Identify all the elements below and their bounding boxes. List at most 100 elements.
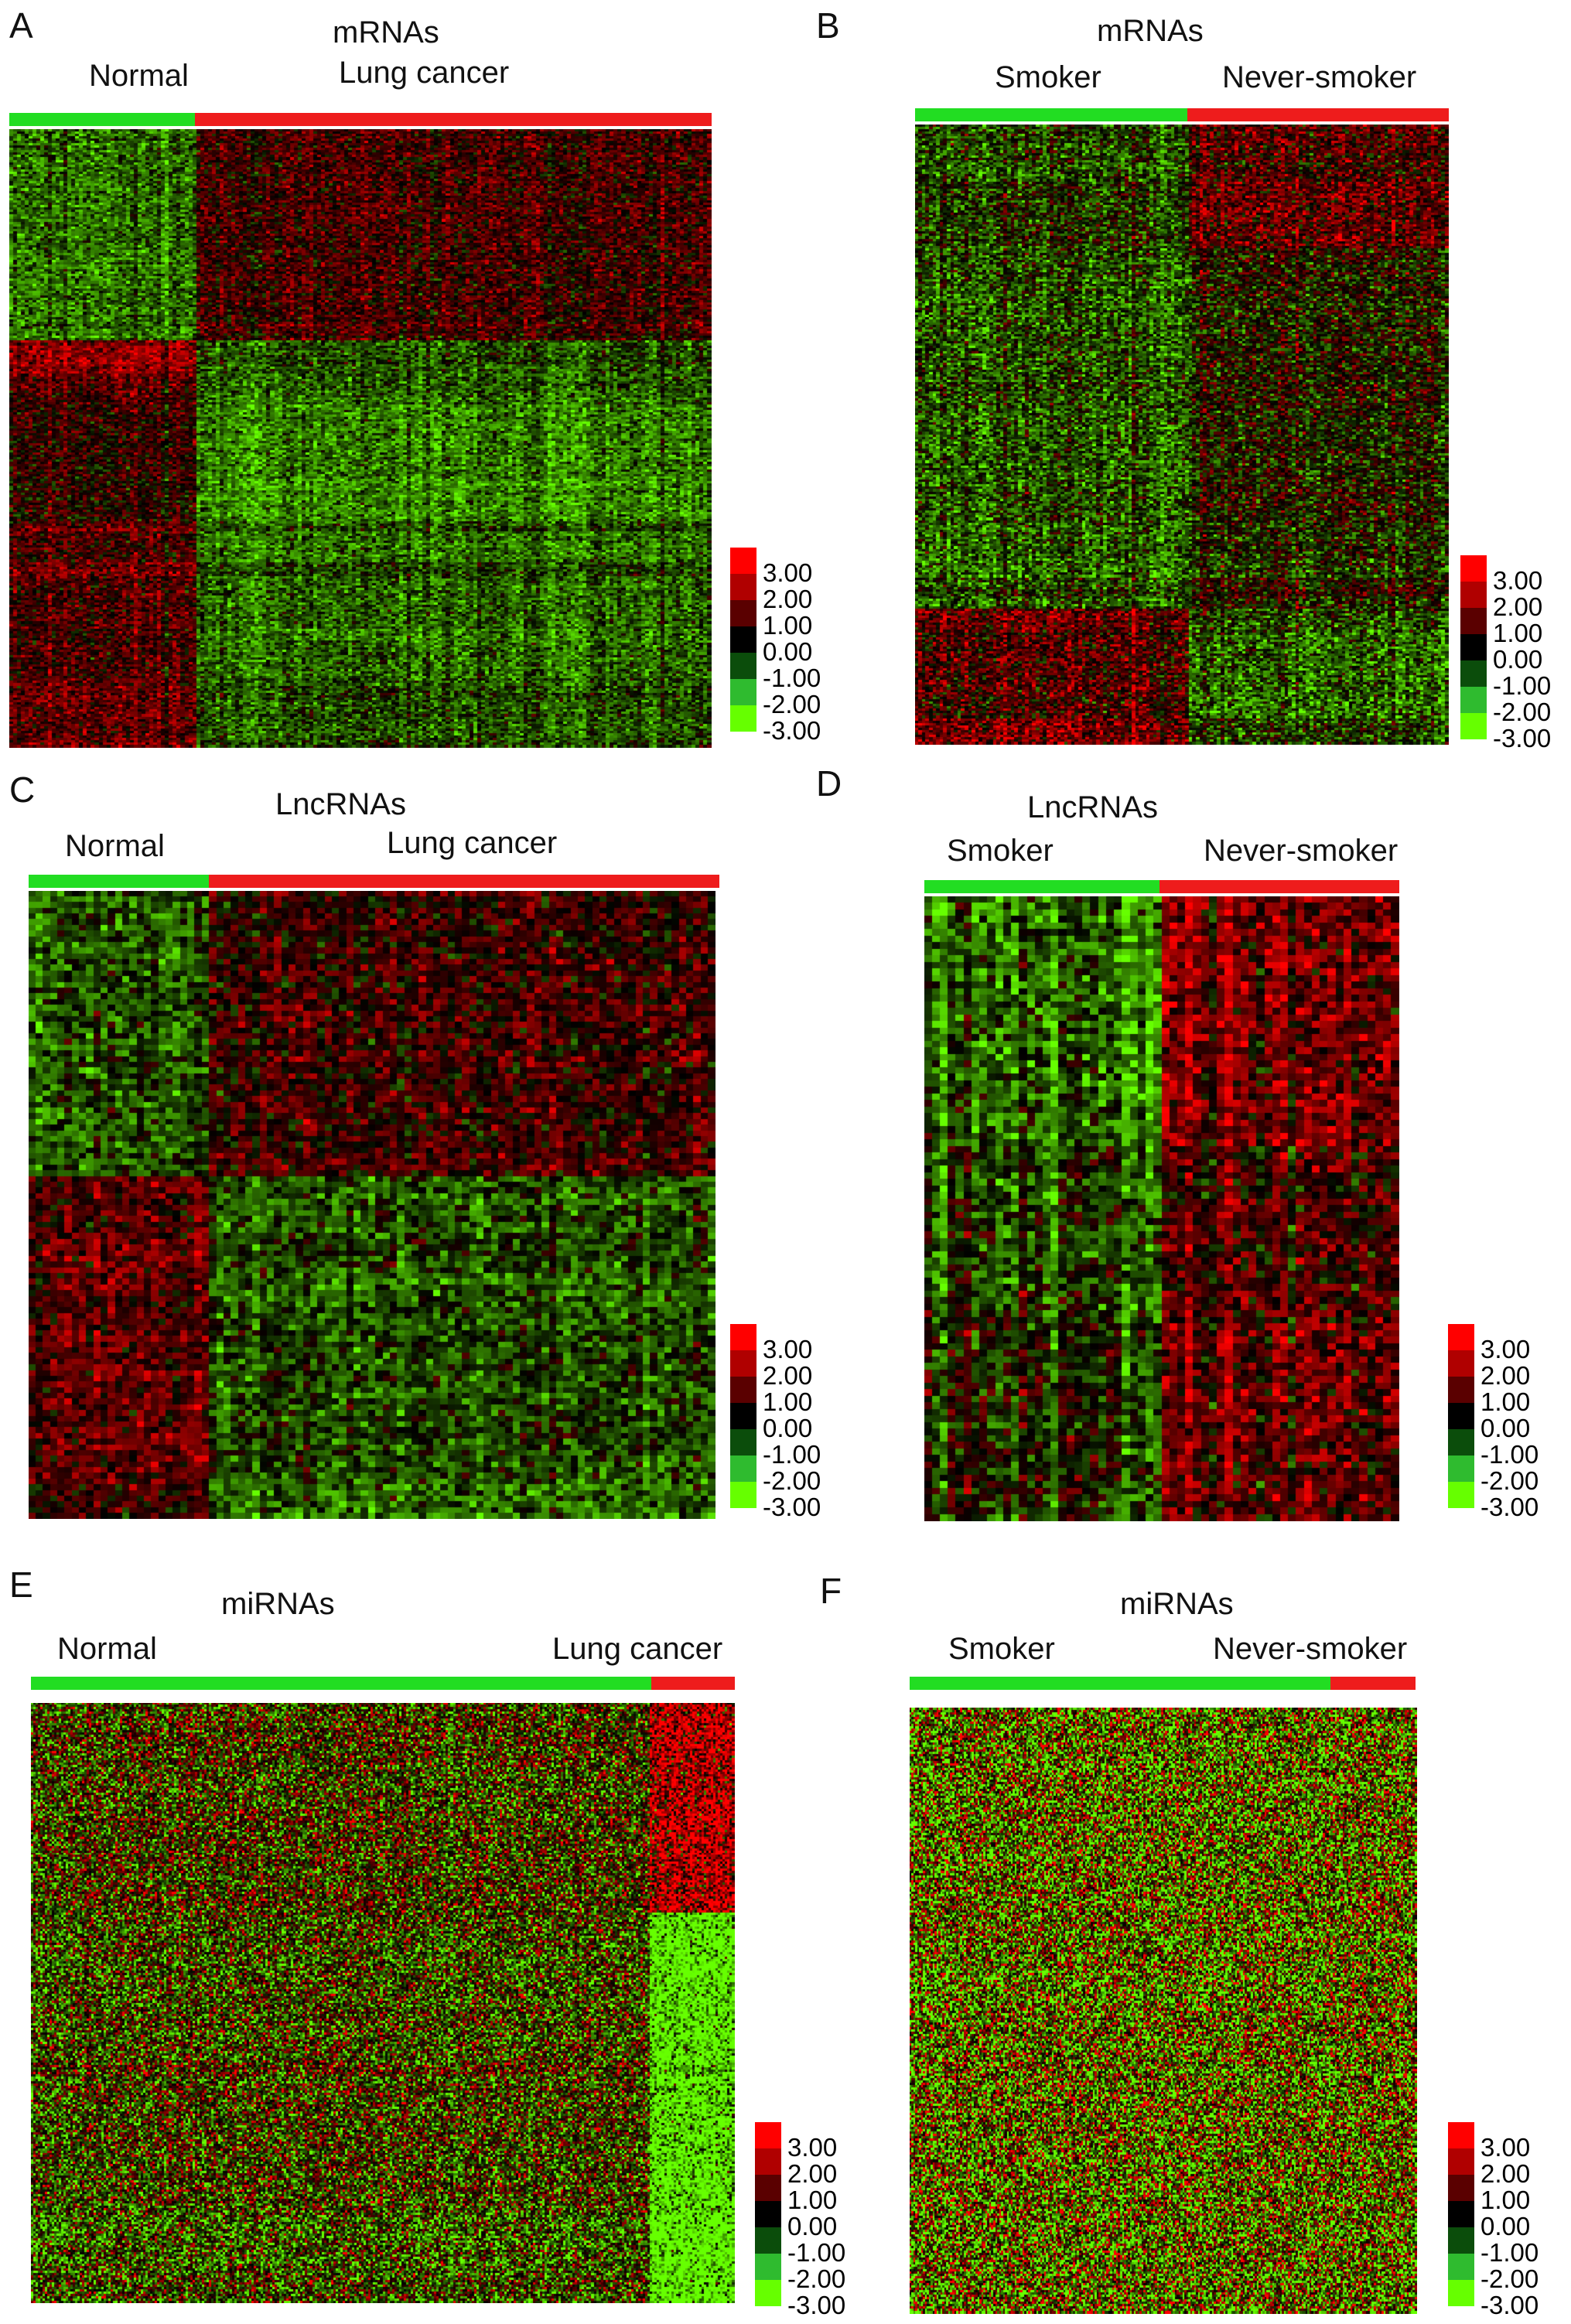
panel-c-colorbar-swatch (730, 1377, 756, 1403)
panel-a-colorbar-tick: 1.00 (763, 611, 813, 640)
panel-e-group-bar-normal (31, 1677, 651, 1690)
panel-f-colorbar-swatch (1448, 2201, 1474, 2227)
panel-c-colorbar-tick: -3.00 (763, 1493, 821, 1521)
panel-f-colorbar-tick: -1.00 (1480, 2238, 1539, 2267)
panel-e-colorbar-tick: 2.00 (787, 2159, 838, 2188)
panel-letter-b: B (816, 5, 840, 46)
panel-c-group-bar-cancer (209, 875, 719, 888)
panel-a-colorbar-tick: 0.00 (763, 637, 813, 666)
panel-d-colorbar-tick: 2.00 (1480, 1361, 1531, 1390)
panel-e-colorbar-tick: 3.00 (787, 2133, 838, 2162)
panel-e-colorbar-tick: -1.00 (787, 2238, 846, 2267)
panel-f-colorbar-swatch (1448, 2227, 1474, 2254)
panel-a-title: mRNAs (333, 15, 439, 49)
panel-d-colorbar-tick: -2.00 (1480, 1466, 1539, 1495)
panel-b-colorbar-swatch (1460, 555, 1487, 582)
panel-letter-d: D (816, 763, 842, 804)
panel-a-colorbar-swatch (730, 626, 756, 653)
panel-c-colorbar-swatch (730, 1403, 756, 1429)
panel-d-title: LncRNAs (1027, 790, 1158, 824)
panel-b-colorbar-swatch (1460, 582, 1487, 608)
panel-e-colorbar-swatch (755, 2254, 781, 2280)
panel-a-colorbar-tick: -1.00 (763, 664, 821, 692)
panel-f-colorbar-tick: 3.00 (1480, 2133, 1531, 2162)
panel-b-group-bar-smoker (915, 108, 1187, 121)
panel-c-colorbar-swatch (730, 1482, 756, 1508)
panel-b-colorbar-swatch (1460, 608, 1487, 634)
panel-f-colorbar-swatch (1448, 2122, 1474, 2148)
panel-c-group-bar-normal (29, 875, 209, 888)
panel-a-group-bar-normal (9, 113, 195, 126)
panel-a-colorbar-tick: 2.00 (763, 585, 813, 613)
panel-f-group-bar-smoker (910, 1677, 1330, 1690)
panel-c-colorbar-tick: 0.00 (763, 1414, 813, 1442)
panel-letter-a: A (9, 5, 33, 46)
panel-e-colorbar-swatch (755, 2280, 781, 2306)
panel-f-colorbar-swatch (1448, 2280, 1474, 2306)
panel-a-group-bar-cancer (195, 113, 712, 126)
panel-b-colorbar-swatch (1460, 634, 1487, 660)
panel-f-colorbar-swatch (1448, 2254, 1474, 2280)
panel-b-colorbar-tick: 1.00 (1493, 619, 1543, 647)
panel-d-colorbar-swatch (1448, 1482, 1474, 1508)
panel-c-title: LncRNAs (275, 787, 406, 821)
panel-d-colorbar-swatch (1448, 1429, 1474, 1455)
panel-c-colorbar-tick: 3.00 (763, 1335, 813, 1363)
panel-d-colorbar-tick: 3.00 (1480, 1335, 1531, 1363)
panel-b-group-never-smoker: Never-smoker (1222, 60, 1417, 94)
panel-a-colorbar-swatch (730, 653, 756, 679)
panel-c-group-normal: Normal (65, 829, 165, 863)
panel-f-colorbar-swatch (1448, 2148, 1474, 2175)
panel-e-colorbar-swatch (755, 2175, 781, 2201)
panel-e-colorbar-swatch (755, 2201, 781, 2227)
panel-f-title: miRNAs (1120, 1587, 1234, 1621)
panel-a-colorbar-swatch (730, 574, 756, 600)
panel-c-heatmap (29, 891, 715, 1519)
panel-a-colorbar-swatch (730, 705, 756, 732)
panel-d-group-bar-smoker (924, 880, 1159, 893)
panel-b-colorbar-tick: -2.00 (1493, 698, 1552, 726)
panel-c-colorbar-tick: -2.00 (763, 1466, 821, 1495)
panel-d-group-bar-never-smoker (1159, 880, 1399, 893)
panel-f-group-bar-never-smoker (1330, 1677, 1416, 1690)
panel-c-colorbar-swatch (730, 1429, 756, 1455)
panel-c-colorbar-tick: 2.00 (763, 1361, 813, 1390)
panel-d-colorbar-swatch (1448, 1377, 1474, 1403)
panel-d-heatmap (924, 896, 1399, 1521)
panel-f-group-smoker: Smoker (948, 1632, 1055, 1666)
panel-e-colorbar-swatch (755, 2122, 781, 2148)
panel-f-group-never-smoker: Never-smoker (1213, 1632, 1408, 1666)
panel-e-colorbar-tick: -2.00 (787, 2264, 846, 2293)
panel-b-colorbar-swatch (1460, 660, 1487, 687)
panel-f-colorbar-swatch (1448, 2175, 1474, 2201)
panel-a-group-normal: Normal (89, 59, 189, 93)
panel-b-title: mRNAs (1097, 14, 1204, 48)
panel-a-heatmap (9, 129, 712, 748)
panel-d-colorbar-swatch (1448, 1455, 1474, 1482)
panel-e-group-bar-cancer (651, 1677, 735, 1690)
panel-d-colorbar-tick: 1.00 (1480, 1387, 1531, 1416)
panel-f-heatmap (910, 1708, 1417, 2314)
panel-e-colorbar-swatch (755, 2227, 781, 2254)
panel-b-colorbar-tick: 2.00 (1493, 592, 1543, 621)
panel-letter-e: E (9, 1565, 33, 1605)
panel-b-colorbar-tick: -1.00 (1493, 671, 1552, 700)
panel-c-colorbar-tick: -1.00 (763, 1440, 821, 1469)
panel-c-colorbar-tick: 1.00 (763, 1387, 813, 1416)
panel-f-colorbar-tick: 2.00 (1480, 2159, 1531, 2188)
panel-d-group-never-smoker: Never-smoker (1204, 834, 1399, 868)
panel-b-group-smoker: Smoker (995, 60, 1101, 94)
panel-f-colorbar-tick: -2.00 (1480, 2264, 1539, 2293)
panel-b-colorbar-swatch (1460, 713, 1487, 739)
panel-c-colorbar-swatch (730, 1324, 756, 1350)
panel-d-colorbar-swatch (1448, 1403, 1474, 1429)
panel-c-colorbar-swatch (730, 1455, 756, 1482)
panel-a-group-cancer: Lung cancer (339, 56, 510, 90)
panel-d-colorbar-swatch (1448, 1350, 1474, 1377)
panel-e-heatmap (31, 1703, 735, 2303)
panel-f-colorbar-tick: 1.00 (1480, 2186, 1531, 2214)
panel-b-colorbar-tick: 3.00 (1493, 566, 1543, 595)
panel-b-colorbar-swatch (1460, 687, 1487, 713)
panel-letter-c: C (9, 770, 36, 810)
panel-a-colorbar-swatch (730, 600, 756, 626)
